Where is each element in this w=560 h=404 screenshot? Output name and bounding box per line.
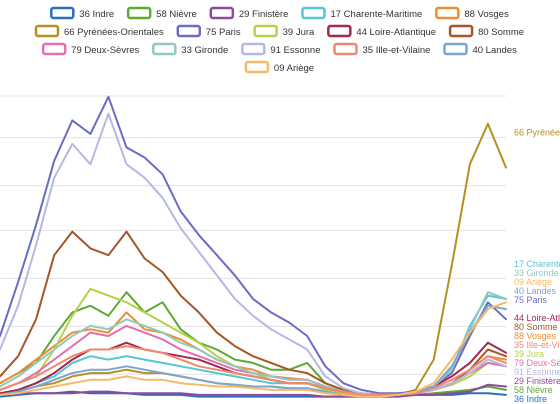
legend-label: 44 Loire-Atlantique [356,27,436,38]
legend-item-75-paris[interactable]: 75 Paris [176,24,241,38]
legend-swatch [253,24,278,38]
legend-item-09-ariege[interactable]: 09 Ariège [244,60,314,74]
legend-label: 75 Paris [206,27,241,38]
end-label-80-somme: 80 Somme [514,322,558,332]
legend-swatch [333,42,358,56]
legend-item-44-loire-atlantique[interactable]: 44 Loire-Atlantique [327,24,436,38]
legend-swatch [327,24,352,38]
legend-item-29-finistere[interactable]: 29 Finistère [209,6,289,20]
end-label-88-vosges: 88 Vosges [514,331,557,341]
end-label-91-essonne: 91 Essonne [514,367,560,377]
legend-item-80-somme[interactable]: 80 Somme [448,24,524,38]
legend-item-58-nievre[interactable]: 58 Nièvre [126,6,197,20]
legend: 36 Indre 58 Nièvre 29 Finistère 17 Charente… [34,6,524,74]
legend-label: 79 Deux-Sèvres [71,45,139,56]
legend-swatch [244,60,270,74]
end-label-58-nievre: 58 Nièvre [514,385,553,395]
end-label-35-ille-et-vilaine: 35 Ille-et-Vilaine [514,340,560,350]
legend-label: 66 Pyrénées-Orientales [64,27,164,38]
end-label-09-ariege: 09 Ariège [514,277,552,287]
legend-item-33-gironde[interactable]: 33 Gironde [152,42,228,56]
legend-item-35-ille-et-vilaine[interactable]: 35 Ille-et-Vilaine [333,42,431,56]
end-label-17-charente-maritime: 17 Charente-Maritime [514,259,560,269]
end-label-39-jura: 39 Jura [514,349,544,359]
legend-label: 35 Ille-et-Vilaine [363,45,431,56]
legend-label: 09 Ariège [274,63,314,74]
end-label-66-pyrenees-orientales: 66 Pyrénées-Orientales [514,128,560,138]
legend-label: 88 Vosges [464,9,509,20]
legend-swatch [126,6,152,20]
legend-item-79-deux-sevres[interactable]: 79 Deux-Sèvres [41,42,140,56]
legend-item-36-indre[interactable]: 36 Indre [50,6,114,20]
series-line-35-ille-et-vilaine [0,345,507,396]
legend-swatch [241,42,266,56]
end-label-75-paris: 75 Paris [514,295,548,305]
end-label-44-loire-atlantique: 44 Loire-Atlantique [514,313,560,323]
series-lines [0,95,507,398]
series-line-91-essonne [0,112,507,396]
legend-label: 29 Finistère [239,9,289,20]
legend-label: 36 Indre [79,9,114,20]
legend-swatch [448,24,474,38]
end-label-29-finistere: 29 Finistère [514,376,560,386]
series-line-75-paris [0,95,507,395]
legend-swatch [209,6,235,20]
end-label-36-indre: 36 Indre [514,394,547,404]
legend-swatch [41,42,67,56]
legend-label: 40 Landes [472,45,517,56]
legend-item-17-charente-maritime[interactable]: 17 Charente-Maritime [301,6,422,20]
legend-label: 80 Somme [478,27,524,38]
legend-item-40-landes[interactable]: 40 Landes [443,42,517,56]
legend-label: 17 Charente-Maritime [330,9,422,20]
legend-item-39-jura[interactable]: 39 Jura [253,24,315,38]
legend-item-88-vosges[interactable]: 88 Vosges [435,6,509,20]
legend-swatch [34,24,60,38]
legend-swatch [435,6,460,20]
legend-label: 33 Gironde [181,45,228,56]
legend-item-91-essonne[interactable]: 91 Essonne [241,42,321,56]
legend-swatch [443,42,468,56]
legend-swatch [176,24,202,38]
legend-swatch [152,42,177,56]
end-label-33-gironde: 33 Gironde [514,268,559,278]
end-label-79-deux-sevres: 79 Deux-Sèvres [514,358,560,368]
legend-label: 91 Essonne [270,45,320,56]
legend-swatch [301,6,326,20]
legend-item-66-pyrenees-orientales[interactable]: 66 Pyrénées-Orientales [34,24,164,38]
legend-swatch [50,6,75,20]
end-label-40-landes: 40 Landes [514,286,557,296]
legend-label: 58 Nièvre [156,9,197,20]
legend-label: 39 Jura [283,27,315,38]
series-line-09-ariege [0,301,507,398]
end-labels: 66 Pyrénées-Orientales 17 Charente-Mariti… [514,128,560,404]
series-line-29-finistere [0,383,507,398]
